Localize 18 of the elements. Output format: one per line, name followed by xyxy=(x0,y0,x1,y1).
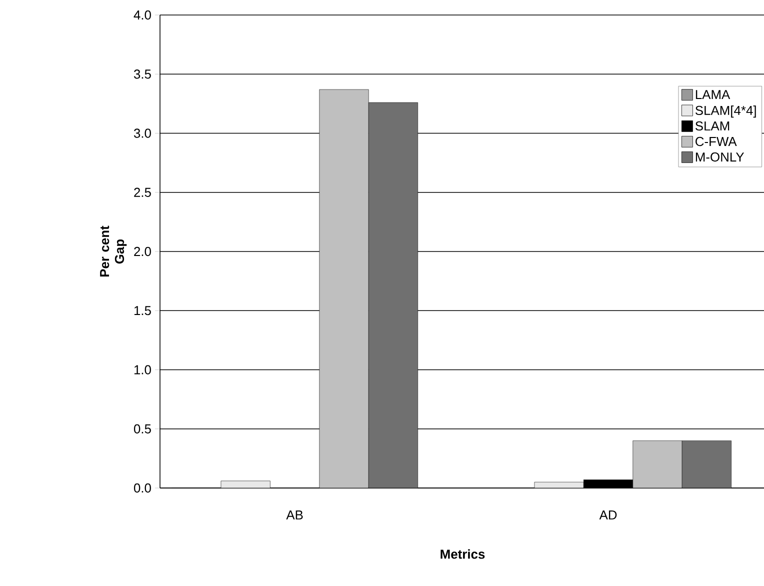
y-tick-label: 4.0 xyxy=(134,10,151,20)
legend-label: SLAM xyxy=(695,121,730,131)
legend-label: M-ONLY xyxy=(696,152,744,162)
x-axis-title: Metrics xyxy=(440,549,485,559)
y-tick-label: 2.0 xyxy=(134,246,151,256)
legend-label: SLAM[4*4] xyxy=(695,106,756,118)
y-tick-label: 0.5 xyxy=(134,424,151,434)
y-tick-label: 1.0 xyxy=(134,365,151,374)
y-tick-label: 1.5 xyxy=(134,306,151,316)
x-tick-label: AD xyxy=(599,510,617,520)
y-axis-title: Per cent Gap xyxy=(100,226,127,277)
y-tick-label: 3.0 xyxy=(134,128,151,138)
y-tick-label: 2.5 xyxy=(134,188,151,197)
legend-label: LAMA xyxy=(696,90,730,100)
y-tick-label: 3.5 xyxy=(134,70,151,79)
x-tick-label: AB xyxy=(286,510,303,520)
y-tick-label: 0.0 xyxy=(134,483,151,493)
legend-label: C-FWA xyxy=(696,136,737,146)
